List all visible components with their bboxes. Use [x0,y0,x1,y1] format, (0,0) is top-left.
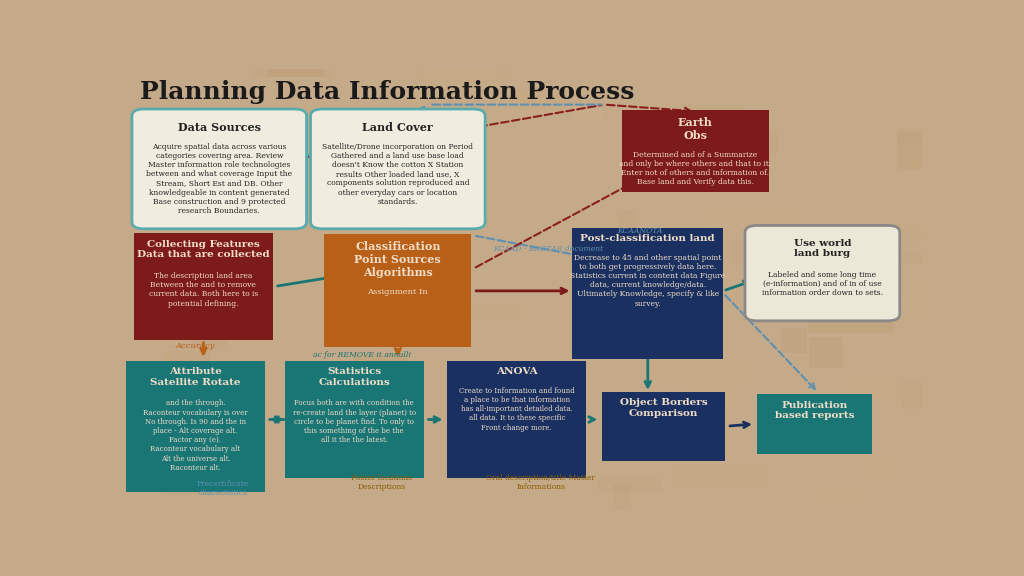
FancyBboxPatch shape [732,240,809,264]
Text: Attribute
Satellite Rotate: Attribute Satellite Rotate [151,367,241,387]
FancyBboxPatch shape [616,210,636,231]
FancyBboxPatch shape [477,449,532,458]
Text: Data Sources: Data Sources [178,122,261,133]
Text: Oral description/title Matter
Informations: Oral description/title Matter Informatio… [486,474,595,491]
FancyBboxPatch shape [894,225,932,244]
FancyBboxPatch shape [894,295,977,310]
FancyBboxPatch shape [447,361,587,478]
FancyBboxPatch shape [631,240,653,275]
FancyBboxPatch shape [634,166,727,191]
FancyBboxPatch shape [246,31,283,70]
Text: Satellite/Drone incorporation on Period
Gathered and a land use base load
doesn': Satellite/Drone incorporation on Period … [323,142,473,206]
FancyBboxPatch shape [665,161,696,187]
FancyBboxPatch shape [811,488,867,510]
Text: Land Cover: Land Cover [362,122,433,133]
Text: Post-classification land: Post-classification land [581,234,715,243]
FancyBboxPatch shape [444,304,519,320]
Text: Precertificate
charactistics: Precertificate charactistics [197,480,250,497]
FancyBboxPatch shape [283,183,322,192]
FancyBboxPatch shape [898,129,931,143]
FancyBboxPatch shape [652,357,743,388]
Text: Classification
Point Sources
Algorithms: Classification Point Sources Algorithms [354,241,441,278]
FancyBboxPatch shape [342,389,371,404]
FancyBboxPatch shape [848,370,897,402]
FancyBboxPatch shape [514,91,564,111]
FancyBboxPatch shape [572,228,723,358]
FancyBboxPatch shape [734,131,777,155]
FancyBboxPatch shape [126,361,265,491]
Text: Publication
based reports: Publication based reports [775,401,854,420]
FancyBboxPatch shape [813,225,855,236]
FancyBboxPatch shape [781,328,807,353]
FancyBboxPatch shape [362,357,445,370]
Text: Create to Information and found
a place to be that information
has all-important: Create to Information and found a place … [459,386,574,431]
FancyBboxPatch shape [693,376,735,407]
FancyBboxPatch shape [613,484,631,510]
FancyBboxPatch shape [251,41,334,77]
Text: Planning Data Information Process: Planning Data Information Process [140,80,634,104]
Text: The description land area
Between the and to remove
current data. Both here to i: The description land area Between the an… [148,272,258,308]
FancyBboxPatch shape [164,351,211,368]
FancyBboxPatch shape [866,452,898,482]
FancyBboxPatch shape [267,60,324,77]
FancyBboxPatch shape [417,65,509,82]
Text: Statistics
Calculations: Statistics Calculations [318,367,390,387]
Text: ANOVA: ANOVA [496,367,538,376]
Text: Use world
land burg: Use world land burg [794,239,851,258]
FancyBboxPatch shape [757,394,872,454]
Text: Labeled and some long time
(e-information) and of in of use
information order do: Labeled and some long time (e-informatio… [762,271,883,297]
Text: Poster locations
Descriptions: Poster locations Descriptions [351,474,413,491]
FancyBboxPatch shape [325,234,471,347]
FancyBboxPatch shape [148,436,167,465]
Text: KCAAD - BROTAR document: KCAAD - BROTAR document [494,245,604,253]
Text: Accuracy: Accuracy [176,342,215,350]
FancyBboxPatch shape [310,109,485,229]
FancyBboxPatch shape [134,233,272,340]
FancyBboxPatch shape [918,268,955,304]
Text: Collecting Features
Data that are collected: Collecting Features Data that are collec… [137,240,269,259]
FancyBboxPatch shape [897,132,988,169]
FancyBboxPatch shape [401,206,472,232]
FancyBboxPatch shape [272,162,323,177]
Text: Acquire spatial data across various
categories covering area. Review
Master info: Acquire spatial data across various cate… [146,142,292,215]
FancyBboxPatch shape [353,354,408,377]
FancyBboxPatch shape [692,124,757,162]
FancyBboxPatch shape [640,414,711,435]
Text: Object Borders
Comparison: Object Borders Comparison [620,399,708,418]
FancyBboxPatch shape [650,240,673,260]
FancyBboxPatch shape [901,381,924,410]
Text: Assignment In: Assignment In [368,289,428,296]
FancyBboxPatch shape [132,109,306,229]
FancyBboxPatch shape [809,337,843,368]
FancyBboxPatch shape [207,295,250,309]
FancyBboxPatch shape [433,121,475,135]
FancyBboxPatch shape [602,392,725,461]
FancyBboxPatch shape [571,104,602,121]
FancyBboxPatch shape [864,284,957,323]
Text: ac for REMOVE it annulli: ac for REMOVE it annulli [313,351,411,359]
FancyBboxPatch shape [808,298,894,334]
Text: Determined and of a Summarize
and only be where others and that to it.
Enter not: Determined and of a Summarize and only b… [620,150,771,186]
Text: and the through.
Raconteur vocabulary is over
No through. Is 90 and the in
place: and the through. Raconteur vocabulary is… [143,399,248,472]
FancyBboxPatch shape [841,232,858,244]
Text: Decrease to 45 and other spatial point
to both get progressively data here.
Stat: Decrease to 45 and other spatial point t… [570,253,725,308]
FancyBboxPatch shape [425,63,499,91]
FancyBboxPatch shape [766,404,853,430]
Text: KCAANOTA: KCAANOTA [617,227,663,235]
FancyBboxPatch shape [165,464,248,495]
FancyBboxPatch shape [876,253,923,263]
Text: Focus both are with condition the
re-create land the layer (planet) to
circle to: Focus both are with condition the re-cre… [293,399,416,444]
FancyBboxPatch shape [622,110,769,192]
FancyBboxPatch shape [675,464,763,487]
Text: Earth
Obs: Earth Obs [678,117,713,141]
FancyBboxPatch shape [911,161,943,170]
FancyBboxPatch shape [745,225,900,321]
FancyBboxPatch shape [285,361,424,478]
FancyBboxPatch shape [193,315,227,348]
